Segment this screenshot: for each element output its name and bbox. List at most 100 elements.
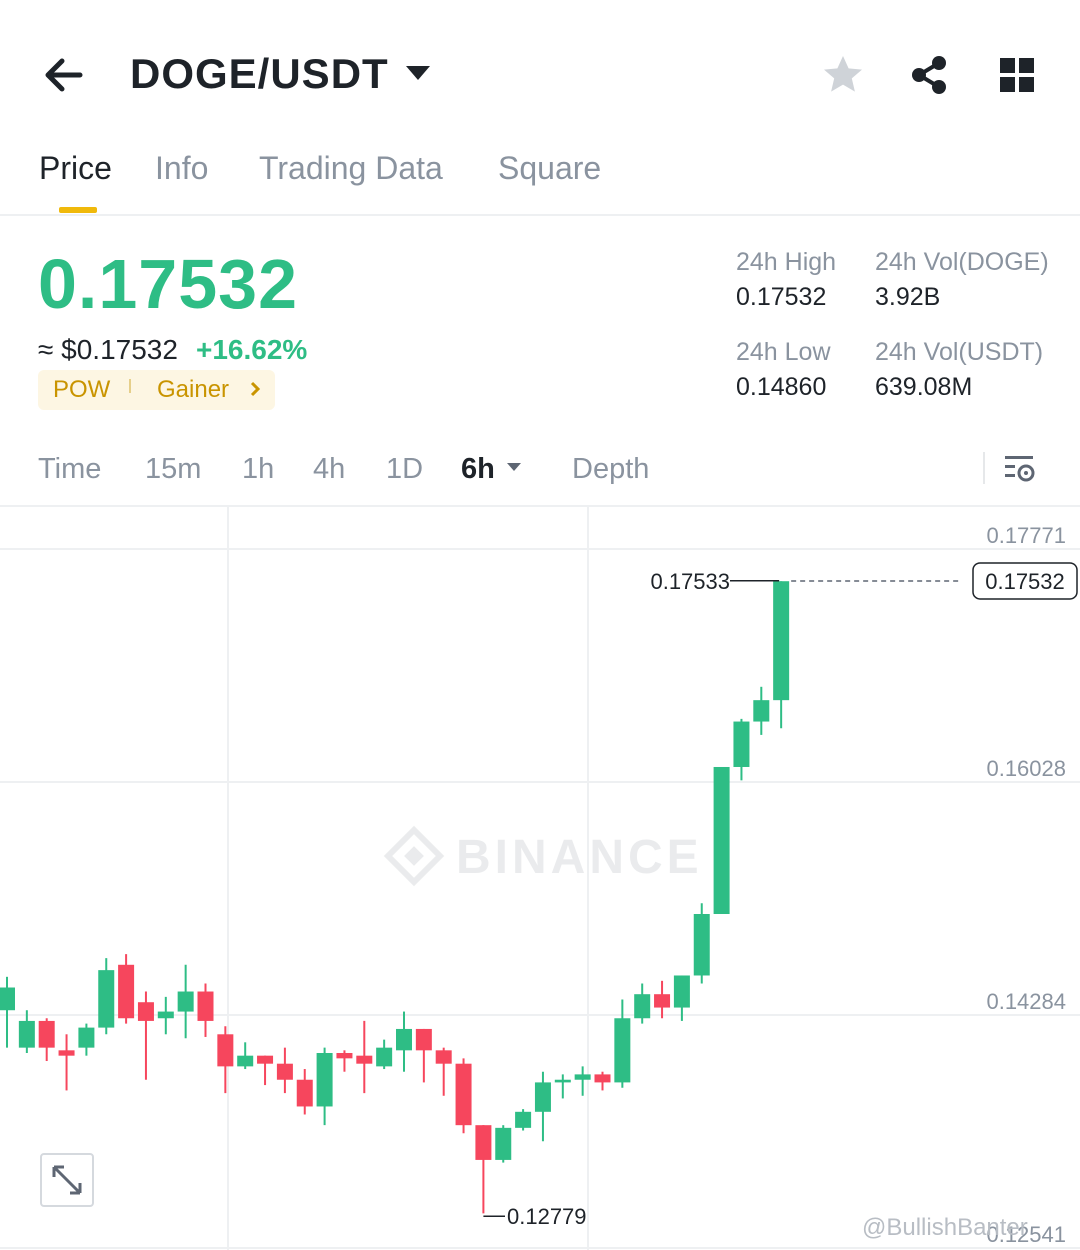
candle[interactable] xyxy=(316,1047,333,1126)
divider xyxy=(0,214,1080,216)
candle-body xyxy=(495,1127,512,1160)
candlestick-chart[interactable]: 0.17771 0.16028 0.14284 0.12541 BINANCE 0.1… xyxy=(0,506,1080,1250)
candle[interactable] xyxy=(415,1028,432,1083)
candle[interactable] xyxy=(396,1011,412,1072)
interval-time[interactable]: Time xyxy=(38,453,102,485)
candle-body xyxy=(237,1055,254,1067)
fullscreen-expand-icon[interactable] xyxy=(40,1153,94,1207)
last-price: 0.17532 xyxy=(38,245,299,323)
last-price-label: 0.17532 xyxy=(985,569,1065,594)
candle-body xyxy=(157,1011,174,1019)
candle[interactable] xyxy=(574,1066,591,1096)
candle[interactable] xyxy=(475,1125,492,1214)
candle[interactable] xyxy=(654,980,671,1019)
tag-separator xyxy=(129,379,131,393)
interval-15m[interactable]: 15m xyxy=(145,453,202,485)
stat-high-label: 24h High xyxy=(736,248,837,276)
pair-dropdown-caret-icon[interactable] xyxy=(403,62,433,84)
footer-watermark: @BullishBanter xyxy=(862,1214,1028,1241)
favorite-star-icon[interactable] xyxy=(820,52,866,98)
candle[interactable] xyxy=(0,976,15,1048)
candle[interactable] xyxy=(594,1071,611,1091)
candle[interactable] xyxy=(435,1047,452,1096)
candle-body xyxy=(38,1020,55,1048)
candle[interactable] xyxy=(98,958,115,1035)
candle-body xyxy=(18,1020,35,1048)
candle-body xyxy=(316,1053,333,1107)
tag-pow[interactable]: POW xyxy=(53,376,111,403)
candle-body xyxy=(336,1053,353,1059)
stat-low-label: 24h Low xyxy=(736,338,831,366)
layout-grid-icon[interactable] xyxy=(996,54,1038,96)
tag-bar[interactable]: POW Gainer xyxy=(38,370,275,410)
candle[interactable] xyxy=(197,983,214,1037)
y-axis-tick-label: 0.17771 xyxy=(986,523,1066,548)
candle[interactable] xyxy=(38,1018,55,1062)
candle-body xyxy=(753,700,770,722)
candle[interactable] xyxy=(58,1034,75,1091)
stat-vol-doge-label: 24h Vol(DOGE) xyxy=(875,248,1049,276)
interval-4h[interactable]: 4h xyxy=(313,453,346,485)
trading-pair-title[interactable]: DOGE/USDT xyxy=(130,50,389,97)
candle-body xyxy=(0,987,15,1011)
interval-dropdown-caret-icon[interactable] xyxy=(505,461,523,473)
candle-body xyxy=(693,914,710,976)
candle[interactable] xyxy=(495,1125,512,1163)
candle[interactable] xyxy=(693,903,710,984)
candle[interactable] xyxy=(257,1055,274,1086)
candle-body xyxy=(217,1034,234,1067)
back-arrow-icon[interactable] xyxy=(40,52,90,98)
candle[interactable] xyxy=(78,1023,95,1056)
candle[interactable] xyxy=(673,975,690,1021)
candle[interactable] xyxy=(217,1026,234,1094)
stat-vol-doge-value: 3.92B xyxy=(875,283,941,311)
tab-info[interactable]: Info xyxy=(155,150,209,186)
binance-watermark: BINANCE xyxy=(383,825,699,887)
stat-high-value: 0.17532 xyxy=(736,283,827,311)
candle[interactable] xyxy=(534,1071,551,1142)
candle-body xyxy=(614,1018,631,1083)
interval-6h[interactable]: 6h xyxy=(461,453,495,485)
candle[interactable] xyxy=(773,581,790,729)
candle[interactable] xyxy=(177,964,194,1039)
candle[interactable] xyxy=(276,1047,293,1094)
candle-body xyxy=(435,1050,452,1064)
candle[interactable] xyxy=(336,1050,353,1072)
share-icon[interactable] xyxy=(906,52,952,98)
interval-1h[interactable]: 1h xyxy=(242,453,275,485)
candle-body xyxy=(534,1082,551,1112)
candle-body xyxy=(713,766,730,915)
chevron-right-icon xyxy=(250,381,261,397)
stat-vol-usdt-label: 24h Vol(USDT) xyxy=(875,338,1044,366)
interval-1d[interactable]: 1D xyxy=(386,453,424,485)
candle[interactable] xyxy=(157,996,174,1035)
candle[interactable] xyxy=(455,1058,472,1134)
tab-square[interactable]: Square xyxy=(498,150,602,186)
candle[interactable] xyxy=(554,1074,571,1099)
interval-depth[interactable]: Depth xyxy=(572,453,650,485)
candle-body xyxy=(257,1055,274,1064)
candle-body xyxy=(455,1063,472,1126)
price-change-percent: +16.62% xyxy=(196,334,308,365)
tag-gainer[interactable]: Gainer xyxy=(157,376,230,403)
last-price-box xyxy=(972,562,1078,600)
candle[interactable] xyxy=(753,686,770,735)
candle[interactable] xyxy=(634,983,651,1024)
candle[interactable] xyxy=(296,1069,313,1115)
candle[interactable] xyxy=(733,718,750,781)
candle[interactable] xyxy=(713,766,730,915)
chart-settings-icon[interactable] xyxy=(1003,452,1037,486)
candle[interactable] xyxy=(118,954,135,1024)
candle[interactable] xyxy=(18,1010,35,1054)
candle-body xyxy=(773,581,790,701)
candle[interactable] xyxy=(137,991,154,1080)
candle[interactable] xyxy=(356,1020,373,1094)
candle-body xyxy=(515,1111,532,1128)
tab-trading-data[interactable]: Trading Data xyxy=(259,150,443,186)
candle[interactable] xyxy=(376,1039,393,1070)
candle[interactable] xyxy=(614,999,631,1088)
candle-body xyxy=(654,994,671,1008)
tab-price[interactable]: Price xyxy=(39,150,112,186)
candle[interactable] xyxy=(237,1042,254,1070)
candle[interactable] xyxy=(515,1109,532,1131)
